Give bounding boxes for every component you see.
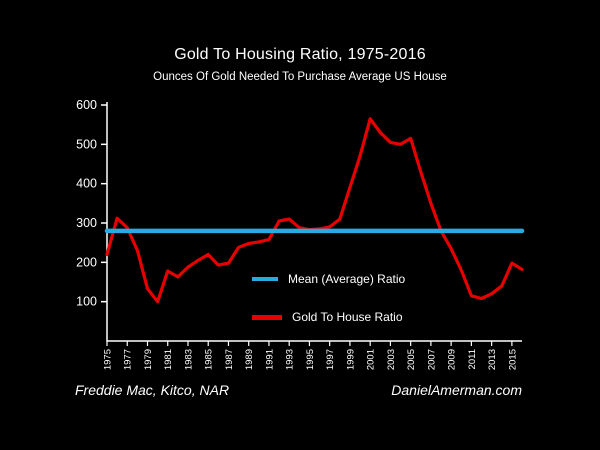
- website-credit: DanielAmerman.com: [391, 382, 522, 398]
- x-tick-label: 2003: [386, 349, 397, 370]
- x-tick-label: 2001: [366, 349, 377, 370]
- x-tick-label: 2013: [487, 349, 498, 370]
- x-tick-label: 1991: [264, 349, 275, 370]
- legend-label-mean: Mean (Average) Ratio: [288, 272, 406, 286]
- chart-subtitle: Ounces Of Gold Needed To Purchase Averag…: [153, 71, 447, 83]
- x-tick-label: 1985: [204, 349, 215, 370]
- x-tick-label: 1975: [103, 349, 114, 370]
- x-tick-label: 2009: [447, 349, 458, 370]
- x-tick-label: 2015: [507, 349, 518, 370]
- source-credit: Freddie Mac, Kitco, NAR: [75, 382, 230, 398]
- mean-line-swatch: [252, 277, 278, 281]
- legend-label-gold: Gold To House Ratio: [292, 310, 403, 324]
- legend-item-gold: Gold To House Ratio: [252, 310, 405, 324]
- x-tick-label: 1993: [285, 349, 296, 370]
- x-tick-label: 1983: [183, 349, 194, 370]
- y-tick-label: 600: [76, 98, 97, 112]
- chart-title: Gold To Housing Ratio, 1975-2016: [174, 46, 426, 63]
- x-tick-label: 1999: [345, 349, 356, 370]
- x-tick-label: 1981: [163, 349, 174, 370]
- x-tick-label: 2011: [467, 349, 478, 369]
- y-tick-label: 200: [76, 255, 97, 269]
- x-tick-label: 2007: [426, 349, 437, 370]
- y-tick-label: 300: [76, 216, 97, 230]
- x-tick-label: 1989: [244, 349, 255, 370]
- legend: Mean (Average) Ratio Gold To House Ratio: [252, 272, 405, 348]
- x-tick-label: 1977: [123, 349, 134, 370]
- legend-item-mean: Mean (Average) Ratio: [252, 272, 405, 286]
- x-tick-label: 1997: [325, 349, 336, 370]
- x-tick-label: 2005: [406, 349, 417, 370]
- y-tick-label: 400: [76, 177, 97, 191]
- x-tick-label: 1987: [224, 349, 235, 370]
- x-tick-label: 1979: [143, 349, 154, 370]
- y-tick-label: 100: [76, 295, 97, 309]
- y-tick-label: 500: [76, 137, 97, 151]
- x-tick-label: 1995: [305, 349, 316, 370]
- gold-line-swatch: [252, 314, 282, 320]
